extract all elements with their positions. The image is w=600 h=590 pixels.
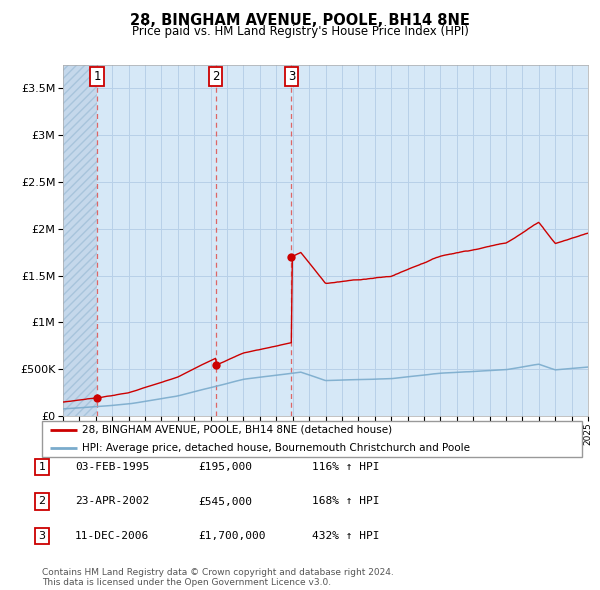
- Text: 1: 1: [38, 463, 46, 472]
- Text: 11-DEC-2006: 11-DEC-2006: [75, 531, 149, 540]
- Text: £545,000: £545,000: [198, 497, 252, 506]
- Text: Price paid vs. HM Land Registry's House Price Index (HPI): Price paid vs. HM Land Registry's House …: [131, 25, 469, 38]
- Text: 116% ↑ HPI: 116% ↑ HPI: [312, 463, 380, 472]
- Text: 168% ↑ HPI: 168% ↑ HPI: [312, 497, 380, 506]
- Text: £1,700,000: £1,700,000: [198, 531, 265, 540]
- Text: 28, BINGHAM AVENUE, POOLE, BH14 8NE (detached house): 28, BINGHAM AVENUE, POOLE, BH14 8NE (det…: [83, 425, 392, 435]
- FancyBboxPatch shape: [42, 421, 582, 457]
- Text: 2: 2: [38, 497, 46, 506]
- Text: 432% ↑ HPI: 432% ↑ HPI: [312, 531, 380, 540]
- Text: 23-APR-2002: 23-APR-2002: [75, 497, 149, 506]
- Text: Contains HM Land Registry data © Crown copyright and database right 2024.
This d: Contains HM Land Registry data © Crown c…: [42, 568, 394, 587]
- Text: 28, BINGHAM AVENUE, POOLE, BH14 8NE: 28, BINGHAM AVENUE, POOLE, BH14 8NE: [130, 13, 470, 28]
- Text: 3: 3: [38, 531, 46, 540]
- Text: 03-FEB-1995: 03-FEB-1995: [75, 463, 149, 472]
- Text: 3: 3: [287, 70, 295, 83]
- Text: £195,000: £195,000: [198, 463, 252, 472]
- Text: 2: 2: [212, 70, 220, 83]
- Text: HPI: Average price, detached house, Bournemouth Christchurch and Poole: HPI: Average price, detached house, Bour…: [83, 443, 470, 453]
- Text: 1: 1: [94, 70, 101, 83]
